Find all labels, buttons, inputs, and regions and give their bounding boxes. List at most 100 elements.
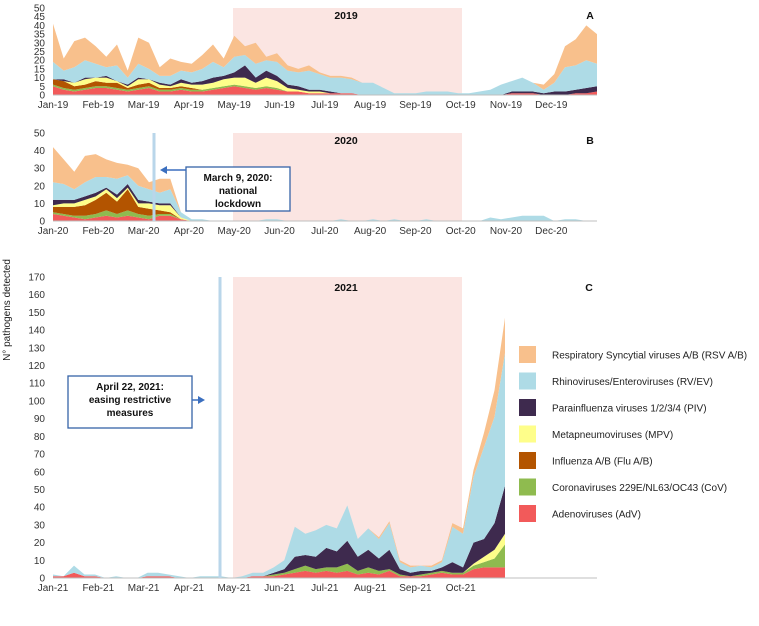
y-axis-label: N° pathogens detected	[2, 259, 13, 361]
x-tick-label: Mar-20	[128, 226, 160, 237]
y-tick-label: 130	[28, 343, 45, 354]
legend-label: Respiratory Syncytial viruses A/B (RSV A…	[552, 351, 747, 362]
x-tick-label: May-20	[218, 226, 252, 237]
annotation-text: national	[219, 186, 258, 197]
legend: Respiratory Syncytial viruses A/B (RSV A…	[519, 346, 747, 522]
area-series-cov	[53, 210, 597, 221]
y-tick-label: 5	[39, 82, 45, 93]
annotation-text: April 22, 2021:	[96, 382, 164, 393]
x-tick-label: Oct-19	[446, 100, 476, 111]
legend-label: Adenoviruses (AdV)	[552, 510, 641, 521]
panel-title: 2020	[334, 135, 358, 147]
legend-label: Coronaviruses 229E/NL63/OC43 (CoV)	[552, 483, 727, 494]
y-tick-label: 30	[34, 38, 46, 49]
area-series-adv	[53, 86, 597, 95]
y-tick-label: 10	[34, 556, 46, 567]
y-tick-label: 20	[34, 181, 46, 192]
x-tick-label: Aug-21	[354, 583, 387, 594]
y-tick-label: 80	[34, 432, 46, 443]
area-series-rv	[53, 55, 597, 95]
x-tick-label: Feb-21	[82, 583, 114, 594]
area-series-adv	[53, 567, 505, 578]
x-tick-label: Jan-19	[38, 100, 69, 111]
panel-letter: A	[586, 10, 594, 22]
area-series-rv	[53, 353, 505, 578]
legend-label: Metapneumoviruses (MPV)	[552, 430, 673, 441]
y-tick-label: 150	[28, 308, 45, 319]
y-tick-label: 10	[34, 73, 46, 84]
y-tick-label: 110	[29, 379, 45, 390]
y-tick-label: 0	[39, 217, 45, 228]
x-tick-label: Oct-20	[446, 226, 476, 237]
x-tick-label: Aug-20	[354, 226, 387, 237]
y-tick-label: 100	[28, 396, 45, 407]
panel-title: 2019	[334, 10, 358, 22]
arrow-head-icon	[160, 166, 167, 174]
annotation-box	[185, 166, 291, 212]
x-tick-label: Jul-19	[311, 100, 339, 111]
y-tick-label: 170	[28, 273, 45, 284]
area-series-rv	[53, 175, 597, 221]
x-tick-label: Sep-19	[399, 100, 432, 111]
y-tick-label: 120	[28, 361, 45, 372]
y-tick-label: 40	[34, 146, 46, 157]
y-tick-label: 160	[28, 290, 45, 301]
legend-swatch-piv	[519, 399, 536, 416]
annotation-text: lockdown	[215, 199, 261, 210]
legend-label: Rhinoviruses/Enteroviruses (RV/EV)	[552, 377, 713, 388]
area-series-mpv	[53, 187, 597, 221]
legend-swatch-flu	[519, 452, 536, 469]
x-tick-label: Mar-19	[128, 100, 160, 111]
y-tick-label: 90	[34, 414, 46, 425]
y-tick-label: 20	[34, 538, 46, 549]
y-tick-label: 40	[34, 21, 46, 32]
x-tick-label: Apr-19	[174, 100, 204, 111]
annotation-text: measures	[107, 408, 154, 419]
legend-swatch-rsv	[519, 346, 536, 363]
legend-swatch-rv	[519, 372, 536, 390]
y-tick-label: 15	[34, 64, 46, 75]
area-series-piv	[53, 485, 505, 578]
legend-swatch-cov	[519, 478, 536, 496]
x-tick-label: May-19	[218, 100, 252, 111]
x-tick-label: May-21	[218, 583, 252, 594]
panel-letter: C	[585, 282, 593, 294]
x-tick-label: Aug-19	[354, 100, 387, 111]
x-tick-label: Dec-20	[535, 226, 568, 237]
panel-B: 0 10 20 30 40 50 Jan-20 Feb-20 Mar-20 Apr-20 May-2…	[34, 129, 597, 237]
y-tick-label: 30	[34, 164, 46, 175]
annotation-box	[67, 375, 193, 429]
x-tick-label: Jul-20	[311, 226, 339, 237]
x-tick-label: Nov-20	[490, 226, 523, 237]
area-series-rsv	[53, 147, 597, 221]
x-tick-label: Feb-20	[82, 226, 114, 237]
x-tick-label: Apr-21	[174, 583, 204, 594]
panel-C: 0 10 20 30 40 50 60 70 80 90 100 110 120 130 140 150 160…	[28, 273, 597, 594]
y-tick-label: 30	[34, 520, 46, 531]
legend-swatch-adv	[519, 505, 536, 522]
x-tick-label: Dec-19	[535, 100, 568, 111]
y-tick-label: 20	[34, 56, 46, 67]
y-tick-label: 50	[34, 485, 46, 496]
y-tick-label: 35	[34, 30, 46, 41]
legend-label: Influenza A/B (Flu A/B)	[552, 457, 653, 468]
y-tick-label: 50	[34, 129, 46, 140]
y-tick-label: 60	[34, 467, 46, 478]
x-tick-label: Nov-19	[490, 100, 523, 111]
y-tick-label: 45	[34, 12, 46, 23]
panel-letter: B	[586, 135, 594, 147]
x-tick-label: Sep-21	[399, 583, 432, 594]
y-tick-label: 140	[28, 326, 45, 337]
area-series-mpv	[53, 77, 597, 95]
y-tick-label: 40	[34, 503, 46, 514]
y-tick-label: 70	[34, 450, 46, 461]
y-tick-label: 0	[39, 574, 45, 585]
legend-swatch-mpv	[519, 425, 536, 443]
y-tick-label: 50	[34, 4, 46, 15]
annotation-text: easing restrictive	[89, 395, 172, 406]
x-tick-label: Oct-21	[446, 583, 476, 594]
x-tick-label: Apr-20	[174, 226, 204, 237]
x-tick-label: Feb-19	[82, 100, 114, 111]
y-tick-label: 10	[34, 199, 46, 210]
